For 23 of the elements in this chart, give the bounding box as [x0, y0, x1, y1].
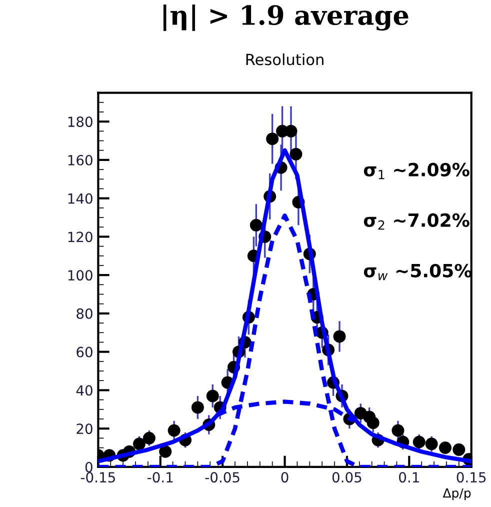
x-tick-label: 0.1: [399, 472, 419, 483]
chart-subtitle: Resolution: [246, 53, 324, 66]
y-tick-label: 60: [76, 346, 92, 358]
y-tick-label: 40: [76, 385, 92, 396]
x-tick-label: -0.05: [205, 472, 240, 483]
y-tick-label: 20: [76, 424, 92, 434]
chart-title: |η| > 1.9 average: [163, 4, 408, 31]
y-tick-label: 140: [68, 193, 92, 204]
x-tick-label: -0.1: [148, 472, 173, 483]
annotation: σ$_{2}$ ~7.02%: [364, 213, 470, 230]
y-tick-label: 100: [68, 270, 92, 281]
y-tick-label: 180: [68, 116, 92, 128]
y-tick-label: 0: [85, 462, 92, 472]
y-tick-label: 80: [76, 308, 92, 319]
x-tick-label: -0.15: [80, 472, 115, 483]
x-tick-label: 0.05: [332, 472, 362, 483]
x-tick-label: 0: [281, 472, 288, 483]
x-axis-title: Δp/p: [442, 488, 471, 500]
y-tick-label: 120: [68, 232, 92, 242]
annotation: σ$_{1}$ ~2.09%: [364, 162, 470, 180]
x-tick-label: 0.15: [456, 472, 486, 483]
annotation: σ$_{w}$ ~5.05%: [364, 264, 472, 280]
y-tick-label: 160: [68, 154, 92, 166]
